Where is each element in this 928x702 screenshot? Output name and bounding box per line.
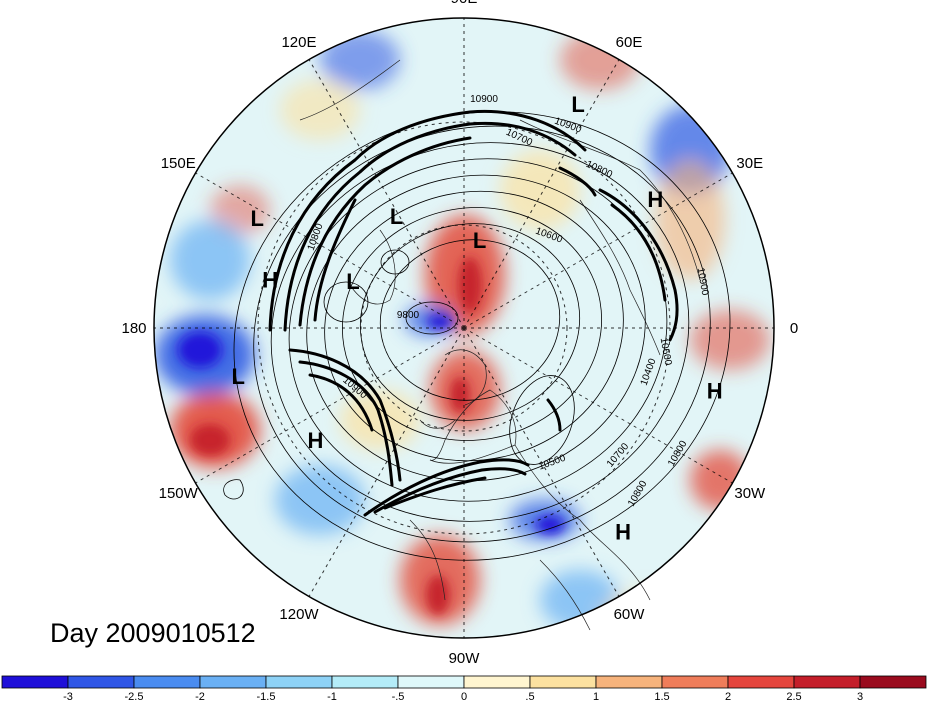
lon-label: 150W [159, 485, 199, 502]
colorbar-swatch [463, 675, 531, 689]
colorbar-swatch [859, 675, 927, 689]
colorbar: -3 -2.5 -2 -1.5 -1 -.5 0 .5 1 1.5 2 2.5 3 [1, 675, 927, 702]
lon-label: 60W [614, 606, 646, 623]
colorbar-swatch [793, 675, 861, 689]
colorbar-swatch [133, 675, 201, 689]
low-pressure-label: L [390, 204, 403, 229]
contour-label: 10600 [658, 337, 674, 367]
colorbar-tick-label: 0 [461, 691, 467, 702]
colorbar-swatch [529, 675, 597, 689]
lon-label: 150E [161, 155, 196, 172]
low-pressure-label: L [250, 206, 263, 231]
colorbar-tick-label: 1.5 [654, 691, 669, 702]
map-boundary [153, 17, 775, 639]
colorbar-tick-label: -2 [195, 691, 205, 702]
lon-label: 30E [736, 155, 763, 172]
high-pressure-label: H [647, 187, 663, 212]
lon-label: 30W [734, 485, 766, 502]
high-pressure-label: H [707, 378, 723, 403]
colorbar-tick-label: -.5 [392, 691, 405, 702]
longitude-labels: 90E 60E 30E 0 30W 60W 90W 120W 150W 180 150E 120E [121, 0, 798, 667]
colorbar-swatch [265, 675, 333, 689]
lon-label: 60E [616, 34, 643, 51]
low-pressure-label: L [571, 92, 584, 117]
lon-label: 90E [451, 0, 478, 7]
high-pressure-label: H [262, 268, 278, 293]
high-pressure-label: H [308, 428, 324, 453]
colorbar-tick-label: 2 [725, 691, 731, 702]
colorbar-tick-label: -3 [63, 691, 73, 702]
lon-label: 90W [449, 650, 481, 667]
colorbar-swatch [199, 675, 267, 689]
colorbar-swatch [1, 675, 69, 689]
colorbar-tick-label: -1.5 [257, 691, 276, 702]
contour-label: 9800 [397, 310, 420, 321]
colorbar-swatch [661, 675, 729, 689]
colorbar-tick-label: -1 [327, 691, 337, 702]
lon-label: 180 [121, 320, 146, 337]
contour-label: 10900 [470, 94, 498, 105]
colorbar-swatch [397, 675, 465, 689]
colorbar-swatch [595, 675, 663, 689]
low-pressure-label: L [232, 364, 245, 389]
colorbar-tick-label: .5 [525, 691, 534, 702]
graticule [154, 18, 774, 638]
colorbar-swatch [727, 675, 795, 689]
lon-label: 0 [790, 320, 798, 337]
high-pressure-label: H [615, 520, 631, 545]
colorbar-tick-label: 1 [593, 691, 599, 702]
low-pressure-label: L [346, 269, 359, 294]
colorbar-tick-label: 2.5 [786, 691, 801, 702]
jet-contours-thick [268, 109, 679, 517]
colorbar-swatch [331, 675, 399, 689]
low-pressure-label: L [473, 228, 486, 253]
lon-label: 120E [281, 34, 316, 51]
height-contours-thin [223, 111, 731, 561]
coastlines [299, 59, 701, 631]
colorbar-swatch [67, 675, 135, 689]
pressure-centers: L H L H L L L H L H H [232, 92, 723, 545]
colorbar-tick-label: -2.5 [125, 691, 144, 702]
colorbar-tick-label: 3 [857, 691, 863, 702]
day-title: Day 2009010512 [50, 618, 256, 648]
contour-label: 10900 [695, 267, 711, 297]
lon-label: 120W [279, 606, 319, 623]
